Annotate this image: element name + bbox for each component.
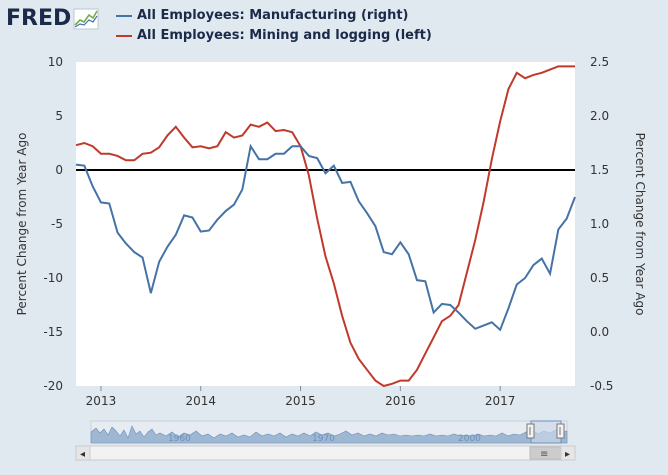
y-left-tick-label: -15 (43, 325, 63, 339)
navigator-area (90, 425, 568, 444)
scrollbar-left-arrow: ◂ (80, 449, 85, 460)
x-tick-label-2014: 2014 (185, 394, 216, 408)
scrollbar-grip: ≡ (540, 449, 548, 460)
chart-header: FRED All Employees: Manufacturing (right… (0, 0, 668, 50)
legend-label-mining: All Employees: Mining and logging (left) (137, 28, 432, 43)
scrollbar-right-arrow: ▸ (565, 449, 570, 460)
y-right-tick-label: 1.0 (590, 217, 609, 231)
series-line-mining[interactable] (75, 65, 575, 388)
x-tick-label-2013: 2013 (86, 394, 117, 408)
navigator[interactable]: 1960 1970 2000 (90, 420, 568, 444)
y-left-tick-label: 10 (48, 55, 63, 69)
navigator-year-1970: 1970 (312, 434, 335, 444)
scrollbar-right-button[interactable] (560, 445, 576, 461)
legend-label-manufacturing: All Employees: Manufacturing (right) (137, 8, 409, 23)
y-left-tick-label: 0 (55, 163, 63, 177)
y-right-tick-label: 2.5 (590, 55, 609, 69)
y-axis-right-title: Percent Change from Year Ago (633, 133, 647, 316)
line-graph-icon (73, 8, 99, 30)
x-tick-label-2017: 2017 (485, 394, 516, 408)
y-right-tick-label: -0.5 (590, 379, 613, 393)
y-axis-left-title: Percent Change from Year Ago (15, 133, 29, 316)
fred-logo[interactable]: FRED (6, 6, 99, 32)
y-left-tick-label: -5 (51, 217, 63, 231)
x-axis: 2013 2014 2015 2016 2017 (86, 386, 516, 408)
x-tick-label-2015: 2015 (285, 394, 316, 408)
y-right-tick-label: 0.0 (590, 325, 609, 339)
legend-item-mining[interactable]: All Employees: Mining and logging (left) (116, 28, 432, 43)
navigator-year-1960: 1960 (168, 434, 191, 444)
legend-item-manufacturing[interactable]: All Employees: Manufacturing (right) (116, 8, 409, 23)
y-right-tick-label: 0.5 (590, 271, 609, 285)
y-left-tick-label: -20 (43, 379, 63, 393)
fred-logo-text: FRED (6, 6, 72, 31)
series-line-manufacturing[interactable] (75, 143, 576, 332)
y-left-tick-label: -10 (43, 271, 63, 285)
y-left-tick-label: 5 (55, 109, 63, 123)
scrollbar-left-button[interactable] (75, 445, 91, 461)
y-right-tick-label: 1.5 (590, 163, 609, 177)
scrollbar[interactable]: ◂ ≡ ▸ (75, 445, 576, 461)
scrollbar-track[interactable] (75, 445, 576, 461)
navigator-year-2000: 2000 (458, 434, 481, 444)
y-axis-right: 2.5 2.0 1.5 1.0 0.5 0.0 -0.5 (590, 55, 613, 393)
plot-area[interactable] (76, 62, 575, 386)
x-tick-label-2016: 2016 (385, 394, 416, 408)
legend-swatch-manufacturing (116, 14, 132, 17)
legend-swatch-mining (116, 34, 132, 37)
y-right-tick-label: 2.0 (590, 109, 609, 123)
y-axis-left: 10 5 0 -5 -10 -15 -20 (43, 55, 63, 393)
